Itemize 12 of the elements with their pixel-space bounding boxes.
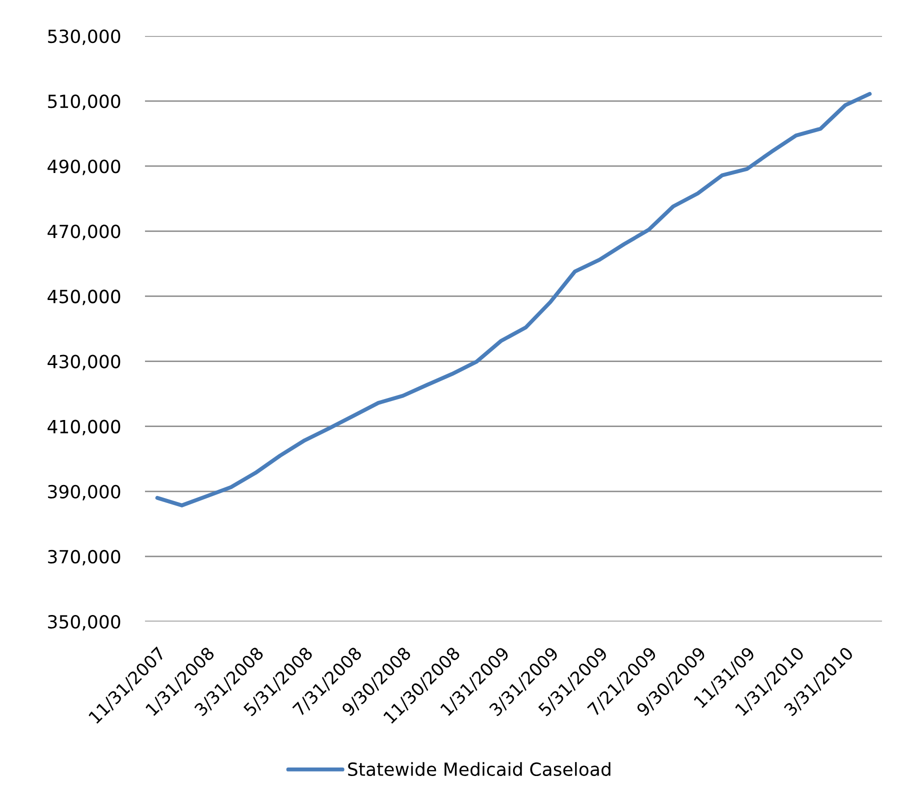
y-tick-label: 470,000	[48, 224, 120, 240]
y-tick-label: 410,000	[48, 420, 120, 436]
y-tick-label: 510,000	[48, 94, 120, 110]
line-series	[155, 92, 872, 508]
y-tick-label: 530,000	[48, 29, 120, 45]
y-tick-label: 390,000	[48, 484, 120, 500]
y-tick-label: 370,000	[48, 550, 120, 566]
y-tick-label: 350,000	[48, 614, 120, 630]
y-tick-label: 490,000	[48, 160, 120, 176]
y-tick-label: 450,000	[48, 290, 120, 306]
y-tick-label: 430,000	[48, 354, 120, 370]
legend-label: Statewide Medicaid Caseload	[348, 762, 610, 776]
